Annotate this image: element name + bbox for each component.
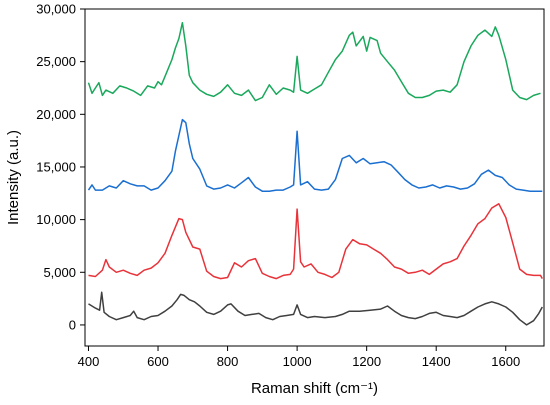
y-axis-title: Intensity (a.u.)	[5, 130, 22, 225]
x-tick-label: 800	[217, 354, 239, 369]
x-tick-label: 1600	[491, 354, 520, 369]
axis-layer: 400 600 800 1000 1200 1400 1600 0 5,000 10,000 15,…	[36, 2, 520, 370]
y-tick-label: 30,000	[36, 2, 76, 17]
spectrum-line-3	[87, 118, 543, 192]
y-tick-label: 10,000	[36, 212, 76, 227]
y-tick-label: 20,000	[36, 107, 76, 122]
x-tick-label: 1000	[283, 354, 312, 369]
x-axis-title: Raman shift (cm⁻¹)	[251, 380, 378, 397]
y-tick-label: 25,000	[36, 54, 76, 69]
x-tick-label: 1200	[352, 354, 381, 369]
x-tick-label: 1400	[422, 354, 451, 369]
spectrum-line-2	[88, 203, 543, 280]
x-tick-label: 600	[147, 354, 169, 369]
y-tick-label: 15,000	[36, 159, 76, 174]
x-tick-label: 400	[78, 354, 100, 369]
plot-frame	[84, 8, 545, 347]
y-tick-label: 0	[69, 317, 76, 332]
series-layer	[87, 21, 543, 326]
spectrum-line-4	[87, 21, 541, 102]
y-tick-label: 5,000	[43, 265, 76, 280]
spectrum-line-1	[88, 291, 543, 326]
